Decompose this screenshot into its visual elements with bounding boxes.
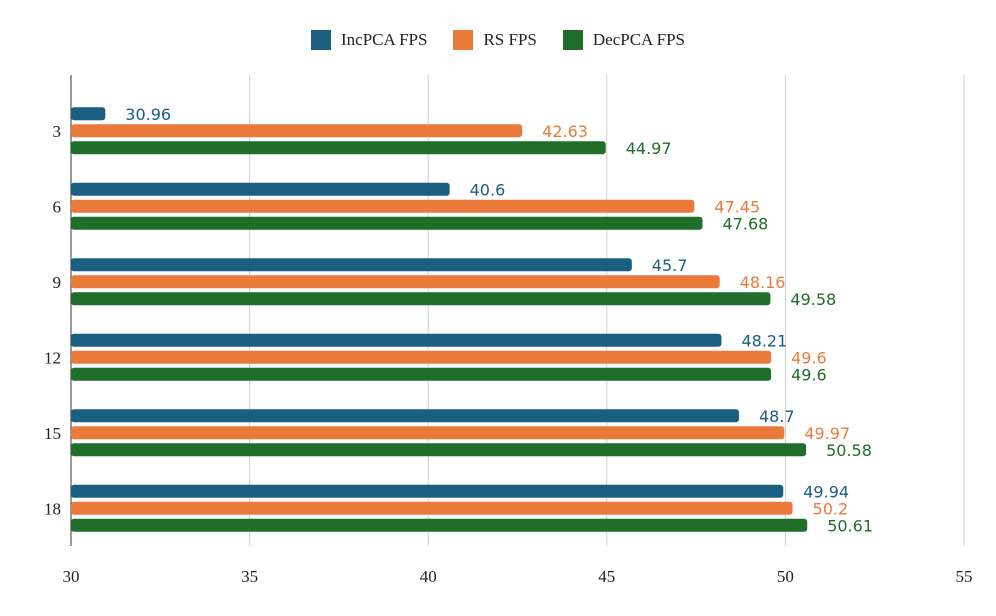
- bar-incpca-fps: [71, 409, 739, 423]
- y-tick-label: 3: [53, 122, 62, 141]
- legend-label-incpca: IncPCA FPS: [341, 30, 428, 49]
- data-label: 47.68: [723, 214, 769, 233]
- data-label: 48.7: [759, 407, 795, 426]
- data-label: 49.97: [804, 424, 850, 443]
- bar-rs-fps: [71, 426, 785, 440]
- legend-swatch-decpca: [562, 30, 583, 50]
- x-tick-label: 50: [777, 567, 794, 586]
- data-label: 45.7: [652, 256, 688, 275]
- x-tick-label: 35: [241, 567, 258, 586]
- y-tick-label: 18: [44, 499, 61, 518]
- x-tick-label: 30: [63, 567, 80, 586]
- y-tick-label: 9: [53, 273, 62, 292]
- x-tick-label: 45: [598, 567, 615, 586]
- bar-decpca-fps: [71, 141, 606, 155]
- bar-decpca-fps: [71, 292, 771, 306]
- legend-item-decpca[interactable]: DecPCA FPS: [562, 30, 685, 50]
- data-label: 49.6: [791, 365, 827, 384]
- data-label: 49.58: [790, 290, 836, 309]
- y-tick-label: 12: [44, 348, 61, 367]
- data-label: 50.58: [826, 441, 872, 460]
- data-label: 50.2: [813, 499, 849, 518]
- data-label: 30.96: [125, 105, 171, 124]
- bar-decpca-fps: [71, 216, 703, 230]
- bar-incpca-fps: [71, 107, 106, 121]
- bar-incpca-fps: [71, 484, 784, 498]
- bar-decpca-fps: [71, 443, 807, 457]
- data-label: 50.61: [827, 516, 873, 535]
- data-label: 47.45: [714, 197, 760, 216]
- x-tick-label: 40: [420, 567, 437, 586]
- legend-label-rs: RS FPS: [483, 30, 537, 49]
- data-label: 40.6: [470, 180, 506, 199]
- bar-decpca-fps: [71, 367, 772, 381]
- x-tick-label: 55: [956, 567, 973, 586]
- data-label: 48.21: [741, 331, 787, 350]
- bar-incpca-fps: [71, 333, 722, 347]
- y-tick-label: 15: [44, 424, 61, 443]
- data-label: 49.6: [791, 348, 827, 367]
- bar-incpca-fps: [71, 182, 450, 196]
- legend: IncPCA FPS RS FPS DecPCA FPS: [0, 30, 996, 50]
- bar-rs-fps: [71, 501, 793, 515]
- legend-swatch-incpca: [311, 30, 331, 50]
- data-label: 44.97: [626, 139, 672, 158]
- bar-rs-fps: [71, 124, 523, 138]
- data-label: 49.94: [803, 482, 849, 501]
- bar-rs-fps: [71, 199, 695, 213]
- bar-decpca-fps: [71, 518, 808, 532]
- data-label: 48.16: [740, 273, 786, 292]
- legend-swatch-rs: [453, 30, 474, 50]
- bar-incpca-fps: [71, 258, 632, 272]
- legend-item-incpca[interactable]: IncPCA FPS: [311, 30, 427, 50]
- y-tick-label: 6: [53, 197, 62, 216]
- bar-rs-fps: [71, 275, 720, 289]
- data-label: 42.63: [542, 122, 588, 141]
- legend-item-rs[interactable]: RS FPS: [453, 30, 537, 50]
- legend-label-decpca: DecPCA FPS: [592, 30, 685, 49]
- bar-rs-fps: [71, 350, 772, 364]
